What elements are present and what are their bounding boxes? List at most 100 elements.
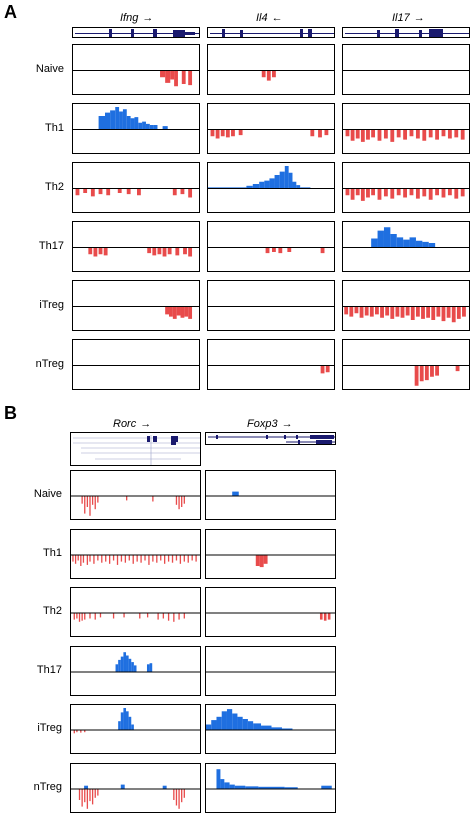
negative-signal-bar xyxy=(238,129,243,136)
negative-signal-bar xyxy=(415,129,420,139)
negative-signal-bar xyxy=(73,613,75,620)
positive-signal-bar xyxy=(390,234,397,248)
signal-track xyxy=(207,280,335,331)
negative-signal-bar xyxy=(428,188,433,200)
negative-signal-bar xyxy=(272,70,276,78)
gene-model-ifng xyxy=(72,27,200,38)
negative-signal-bar xyxy=(435,365,439,376)
positive-signal-bar xyxy=(126,711,129,730)
negative-signal-bar xyxy=(174,70,178,87)
positive-signal-bar xyxy=(98,116,105,130)
a-row-label: nTreg xyxy=(35,357,64,370)
negative-signal-bar xyxy=(83,188,88,193)
negative-signal-bar xyxy=(424,365,429,381)
signal-track xyxy=(70,704,201,754)
negative-signal-bar xyxy=(364,306,369,316)
negative-signal-bar xyxy=(178,496,180,510)
negative-signal-bar xyxy=(366,188,370,198)
negative-signal-bar xyxy=(78,788,81,800)
negative-signal-bar xyxy=(162,613,165,619)
positive-signal-bar xyxy=(232,491,239,496)
negative-signal-bar xyxy=(183,613,185,619)
negative-signal-bar xyxy=(94,496,96,510)
negative-signal-bar xyxy=(266,70,271,81)
negative-signal-bar xyxy=(188,188,193,198)
signal-track xyxy=(342,221,470,272)
gene-model-il17 xyxy=(342,27,470,38)
negative-signal-bar xyxy=(80,554,82,566)
positive-signal-bar xyxy=(122,109,127,130)
positive-signal-bar xyxy=(123,708,127,730)
negative-signal-bar xyxy=(396,188,401,196)
negative-signal-bar xyxy=(265,247,270,254)
negative-signal-bar xyxy=(327,613,331,620)
negative-signal-bar xyxy=(419,365,424,382)
negative-signal-bar xyxy=(101,554,103,563)
negative-signal-bar xyxy=(80,730,82,733)
negative-signal-bar xyxy=(117,188,122,193)
negative-signal-bar xyxy=(179,554,182,564)
signal-track xyxy=(70,470,201,520)
negative-signal-bar xyxy=(167,613,170,621)
positive-signal-bar xyxy=(120,712,124,730)
negative-signal-bar xyxy=(180,306,185,318)
positive-signal-bar xyxy=(220,778,225,789)
positive-signal-bar xyxy=(126,655,129,672)
negative-signal-bar xyxy=(103,247,108,256)
negative-signal-bar xyxy=(146,613,149,618)
positive-signal-bar xyxy=(110,110,116,130)
positive-signal-bar xyxy=(284,166,289,189)
signal-track xyxy=(207,221,335,272)
negative-signal-bar xyxy=(454,188,459,199)
negative-signal-bar xyxy=(272,247,276,252)
signal-track xyxy=(205,704,336,754)
negative-signal-bar xyxy=(395,306,400,317)
signal-track xyxy=(72,221,200,272)
signal-track xyxy=(72,44,200,95)
negative-signal-bar xyxy=(435,188,439,196)
negative-signal-bar xyxy=(310,129,315,137)
signal-track xyxy=(205,587,336,637)
negative-signal-bar xyxy=(78,613,81,622)
signal-track xyxy=(205,645,336,696)
negative-signal-bar xyxy=(97,788,99,796)
negative-signal-bar xyxy=(220,129,225,137)
positive-signal-bar xyxy=(221,711,227,730)
negative-signal-bar xyxy=(324,129,329,136)
negative-signal-bar xyxy=(287,247,292,252)
negative-signal-bar xyxy=(181,70,186,84)
negative-signal-bar xyxy=(86,496,89,507)
negative-signal-bar xyxy=(380,306,384,318)
negative-signal-bar xyxy=(165,70,171,83)
negative-signal-bar xyxy=(89,788,91,801)
negative-signal-bar xyxy=(403,129,407,140)
signal-track xyxy=(207,339,335,390)
positive-signal-bar xyxy=(292,181,297,189)
negative-signal-bar xyxy=(446,306,451,318)
negative-signal-bar xyxy=(350,129,355,141)
positive-signal-bar xyxy=(258,786,272,789)
negative-signal-bar xyxy=(89,613,91,619)
negative-signal-bar xyxy=(106,188,111,196)
positive-signal-bar xyxy=(105,112,111,130)
negative-signal-bar xyxy=(462,306,466,317)
negative-signal-bar xyxy=(175,554,178,560)
negative-signal-bar xyxy=(81,496,83,504)
positive-signal-bar xyxy=(120,784,125,789)
negative-signal-bar xyxy=(91,788,94,804)
positive-signal-bar xyxy=(271,727,282,730)
negative-signal-bar xyxy=(320,365,325,374)
positive-signal-bar xyxy=(216,768,221,789)
positive-signal-bar xyxy=(162,126,168,130)
positive-signal-bar xyxy=(153,125,158,130)
signal-track xyxy=(70,645,201,696)
positive-signal-bar xyxy=(371,238,378,248)
negative-signal-bar xyxy=(455,365,460,372)
positive-signal-bar xyxy=(224,781,230,789)
negative-signal-bar xyxy=(84,496,86,514)
positive-signal-bar xyxy=(138,122,143,130)
gene-model-foxp3 xyxy=(205,432,336,445)
positive-signal-bar xyxy=(226,709,233,730)
negative-signal-bar xyxy=(152,554,154,562)
negative-signal-bar xyxy=(81,788,83,807)
